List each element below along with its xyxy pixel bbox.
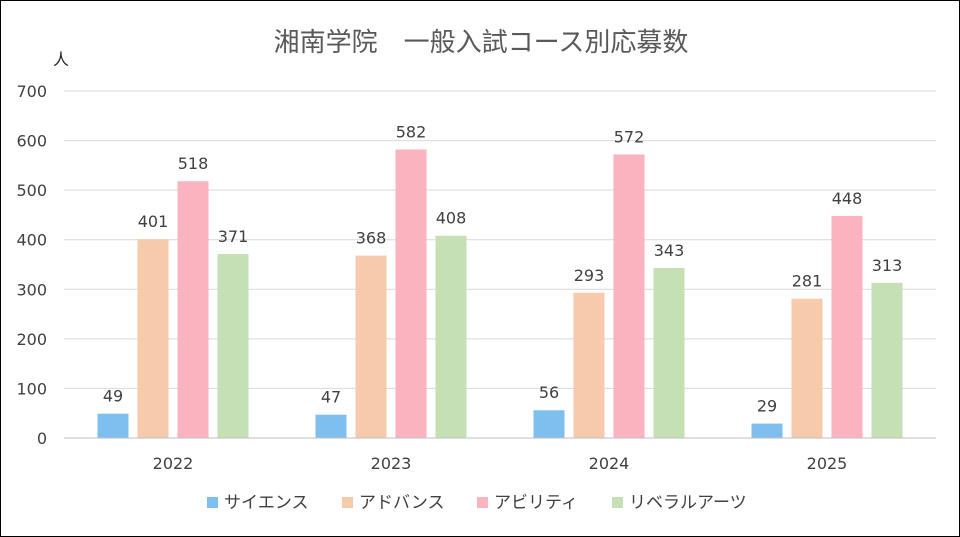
y-tick-label: 400 bbox=[16, 231, 47, 250]
data-label: 371 bbox=[218, 227, 249, 246]
bar-2023-アドバンス bbox=[355, 255, 387, 438]
y-tick-label: 600 bbox=[16, 132, 47, 151]
y-axis-ticks: 0 100 200 300 400 500 600 700 bbox=[16, 82, 47, 448]
bar-2022-アドバンス bbox=[137, 239, 169, 438]
legend-label: サイエンス bbox=[224, 493, 309, 513]
bar-2022-アビリティ bbox=[177, 181, 209, 438]
x-axis-ticks: 2022 2023 2024 2025 bbox=[153, 454, 848, 473]
data-label: 293 bbox=[574, 266, 605, 285]
data-label: 582 bbox=[396, 122, 427, 141]
legend-label: リベラルアーツ bbox=[629, 493, 747, 513]
data-label: 408 bbox=[436, 209, 467, 228]
legend-label: アビリティ bbox=[494, 493, 578, 513]
data-label: 313 bbox=[872, 256, 903, 275]
y-axis-unit-label: 人 bbox=[53, 50, 69, 69]
bar-2023-サイエンス bbox=[315, 414, 347, 438]
y-tick-label: 500 bbox=[16, 181, 47, 200]
x-tick-label: 2025 bbox=[807, 454, 848, 473]
bar-2024-アドバンス bbox=[573, 292, 605, 438]
y-tick-label: 700 bbox=[16, 82, 47, 101]
data-label: 518 bbox=[178, 154, 209, 173]
data-label: 49 bbox=[103, 387, 123, 406]
data-label: 448 bbox=[832, 189, 863, 208]
legend-label: アドバンス bbox=[359, 493, 445, 513]
data-label: 368 bbox=[356, 229, 387, 248]
data-label: 47 bbox=[321, 388, 341, 407]
legend-swatch-アドバンス bbox=[342, 497, 353, 508]
bar-2022-リベラルアーツ bbox=[217, 254, 249, 438]
data-labels: 49 401 518 371 47 368 582 408 56 293 572 343 29 281 44… bbox=[103, 122, 902, 415]
legend-swatch-サイエンス bbox=[207, 497, 218, 508]
data-label: 56 bbox=[539, 383, 559, 402]
x-tick-label: 2022 bbox=[153, 454, 194, 473]
chart-title: 湘南学院 一般入試コース別応募数 bbox=[274, 28, 689, 58]
x-tick-label: 2024 bbox=[589, 454, 630, 473]
bar-2023-リベラルアーツ bbox=[435, 235, 467, 438]
y-tick-label: 100 bbox=[16, 379, 47, 398]
bar-2024-リベラルアーツ bbox=[653, 267, 685, 438]
data-label: 343 bbox=[654, 241, 685, 260]
y-tick-label: 300 bbox=[16, 280, 47, 299]
x-tick-label: 2023 bbox=[371, 454, 412, 473]
data-label: 281 bbox=[792, 272, 823, 291]
y-tick-label: 200 bbox=[16, 330, 47, 349]
data-label: 401 bbox=[138, 212, 169, 231]
bar-2025-サイエンス bbox=[751, 423, 783, 438]
bar-2022-サイエンス bbox=[97, 413, 129, 438]
y-tick-label: 0 bbox=[37, 429, 47, 448]
bar-2025-アビリティ bbox=[831, 215, 863, 438]
gridlines bbox=[64, 90, 936, 389]
legend-swatch-アビリティ bbox=[477, 497, 488, 508]
bars bbox=[97, 149, 903, 439]
data-label: 29 bbox=[757, 397, 777, 416]
legend: サイエンス アドバンス アビリティ リベラルアーツ bbox=[207, 493, 747, 513]
bar-2024-アビリティ bbox=[613, 154, 645, 439]
data-label: 572 bbox=[614, 127, 645, 146]
legend-swatch-リベラルアーツ bbox=[612, 497, 623, 508]
bar-2025-リベラルアーツ bbox=[871, 282, 903, 438]
bar-2025-アドバンス bbox=[791, 298, 823, 438]
bar-2024-サイエンス bbox=[533, 410, 565, 438]
bar-2023-アビリティ bbox=[395, 149, 427, 438]
